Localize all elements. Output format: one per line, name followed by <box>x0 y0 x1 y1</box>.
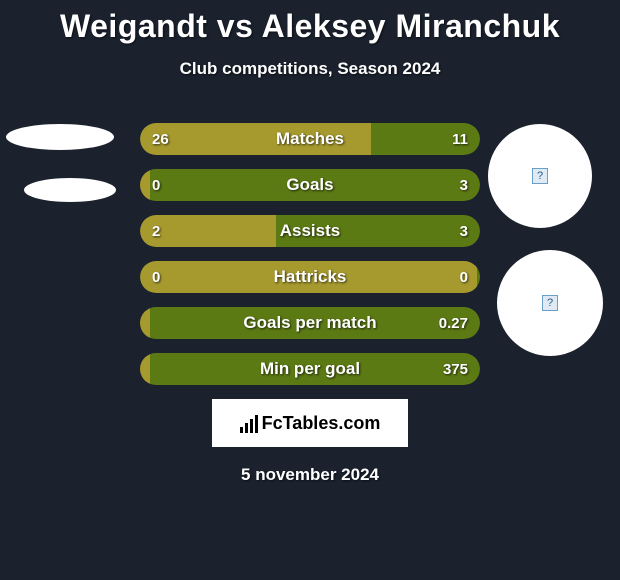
stat-row: Goals03 <box>140 169 480 201</box>
stat-bar-player1 <box>140 215 276 247</box>
image-placeholder-icon: ? <box>542 295 558 311</box>
stat-bar-player1 <box>140 123 371 155</box>
stat-bar-player2 <box>371 123 480 155</box>
image-placeholder-icon: ? <box>532 168 548 184</box>
stat-bar-player2 <box>150 169 480 201</box>
club-badge-placeholder: ? <box>497 250 603 356</box>
comparison-subtitle: Club competitions, Season 2024 <box>0 59 620 79</box>
stat-row: Hattricks00 <box>140 261 480 293</box>
snapshot-date: 5 november 2024 <box>0 465 620 485</box>
club-badge-placeholder: ? <box>488 124 592 228</box>
bars-icon <box>240 413 258 433</box>
avatar-ellipse <box>6 124 114 150</box>
stat-bar-player1 <box>140 353 150 385</box>
source-logo: FcTables.com <box>212 399 408 447</box>
logo-text: FcTables.com <box>262 413 381 434</box>
stat-bar-player2 <box>477 261 480 293</box>
avatar-ellipse <box>24 178 116 202</box>
stat-bar-player2 <box>276 215 480 247</box>
stat-row: Goals per match0.27 <box>140 307 480 339</box>
stat-bar-player1 <box>140 307 150 339</box>
stats-bars: Matches2611 Goals03 Assists23 Hattricks00 Go… <box>140 123 480 385</box>
stat-bar-player1 <box>140 169 150 201</box>
comparison-title: Weigandt vs Aleksey Miranchuk <box>0 0 620 45</box>
stat-row: Matches2611 <box>140 123 480 155</box>
stat-row: Min per goal375 <box>140 353 480 385</box>
stat-bar-player2 <box>150 307 480 339</box>
stat-bar-player2 <box>150 353 480 385</box>
stat-bar-player1 <box>140 261 477 293</box>
stat-row: Assists23 <box>140 215 480 247</box>
